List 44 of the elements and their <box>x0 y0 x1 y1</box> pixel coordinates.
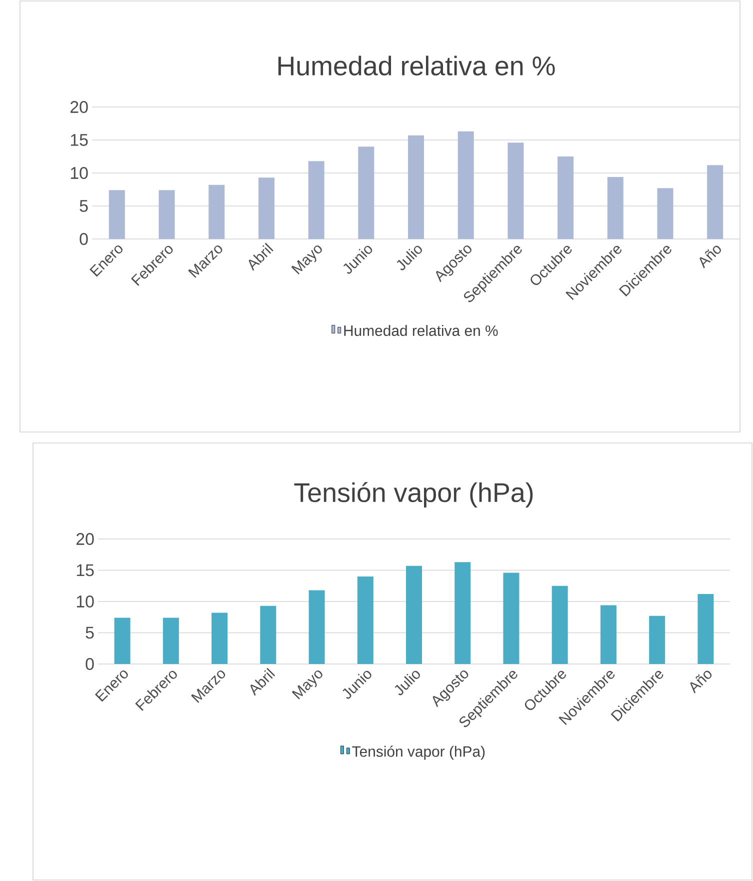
y-tick-label: 10 <box>70 166 88 179</box>
x-tick-label: Año <box>690 670 712 694</box>
bar <box>406 566 422 664</box>
x-tick-label: Julio <box>396 246 422 270</box>
bar <box>607 176 624 239</box>
bar <box>454 562 471 664</box>
bar <box>600 605 616 664</box>
bar <box>212 612 228 664</box>
bar <box>108 190 125 239</box>
bar <box>258 178 274 239</box>
y-tick-label: 20 <box>76 532 94 545</box>
bar <box>552 586 568 664</box>
y-tick-label: 5 <box>86 626 94 639</box>
y-tick-label: 15 <box>70 134 88 146</box>
y-tick-label: 10 <box>76 595 94 608</box>
bar <box>408 135 424 239</box>
chart-title: Humedad relativa en % <box>278 56 555 76</box>
bar <box>208 184 225 239</box>
bar <box>503 572 520 664</box>
bar <box>508 142 524 239</box>
bar <box>657 188 674 239</box>
legend-label: Humedad relativa en % <box>344 325 498 336</box>
legend-label: Tensión vapor (hPa) <box>352 746 485 760</box>
y-tick-label: 5 <box>80 200 88 212</box>
chart-title: Tensión vapor (hPa) <box>294 482 533 508</box>
bar <box>114 618 130 664</box>
bar <box>698 594 714 664</box>
x-tick-label: Julio <box>394 670 420 696</box>
bar <box>358 146 374 239</box>
bar <box>260 606 276 664</box>
y-tick-label: 0 <box>86 658 94 670</box>
bar <box>707 165 724 239</box>
bar <box>558 156 574 239</box>
bar <box>308 590 325 664</box>
bar <box>158 190 175 239</box>
y-tick-label: 0 <box>80 232 88 245</box>
x-tick-label: Año <box>700 246 721 268</box>
bar <box>649 616 666 664</box>
bar <box>162 618 179 664</box>
bar <box>357 576 374 664</box>
y-tick-label: 20 <box>70 100 88 113</box>
bar <box>308 161 324 239</box>
y-tick-label: 15 <box>76 564 94 576</box>
bar <box>458 131 474 239</box>
